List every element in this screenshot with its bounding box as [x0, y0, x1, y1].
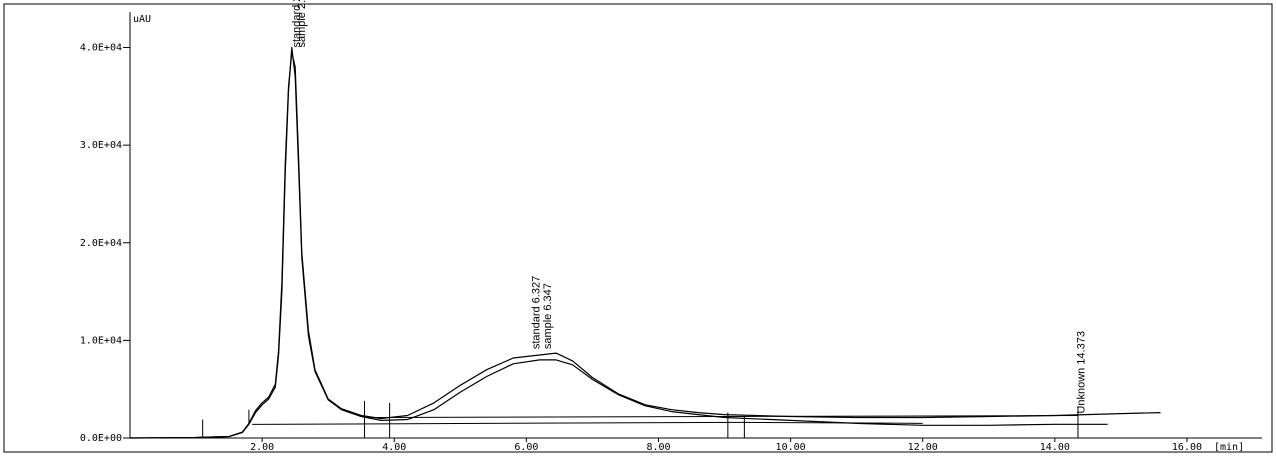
- peak-label: standard 2.580: [291, 0, 303, 48]
- series-trace-2: [129, 46, 1108, 439]
- axis-ticks: 0.0E+00 1.0E+04 2.0E+04 3.0E+04 4.0E+04 2.00 4…: [80, 43, 1202, 453]
- peak-label: Unknown 14.373: [1076, 331, 1088, 414]
- x-tick-label: 12.00: [908, 442, 938, 453]
- x-tick-label: 6.00: [514, 442, 538, 453]
- y-tick-label: 1.0E+04: [80, 335, 122, 346]
- x-axis-label: [min]: [1214, 442, 1244, 453]
- x-tick-label: 8.00: [646, 442, 670, 453]
- x-tick-label: 2.00: [250, 442, 274, 453]
- x-tick-label: 16.00: [1172, 442, 1202, 453]
- chart-frame: [3, 3, 1273, 453]
- y-axis-label: uAU: [133, 14, 151, 25]
- x-tick-label: 14.00: [1040, 442, 1070, 453]
- y-tick-label: 3.0E+04: [80, 140, 122, 151]
- peak-label: standard 6.327: [531, 276, 543, 349]
- y-tick-label: 2.0E+04: [80, 238, 122, 249]
- series-trace-1: [129, 51, 1161, 439]
- y-tick-label: 0.0E+00: [80, 433, 122, 444]
- x-tick-label: 4.00: [382, 442, 406, 453]
- baseline-segment: [252, 421, 742, 425]
- series-group: [129, 46, 1161, 439]
- peak-label: sample 6.347: [542, 283, 554, 349]
- peak-label: sample 2.580: [296, 0, 308, 48]
- y-tick-label: 4.0E+04: [80, 43, 122, 54]
- baseline-segment: [364, 416, 728, 418]
- integration-markers: [202, 400, 1079, 438]
- x-tick-label: 10.00: [776, 442, 806, 453]
